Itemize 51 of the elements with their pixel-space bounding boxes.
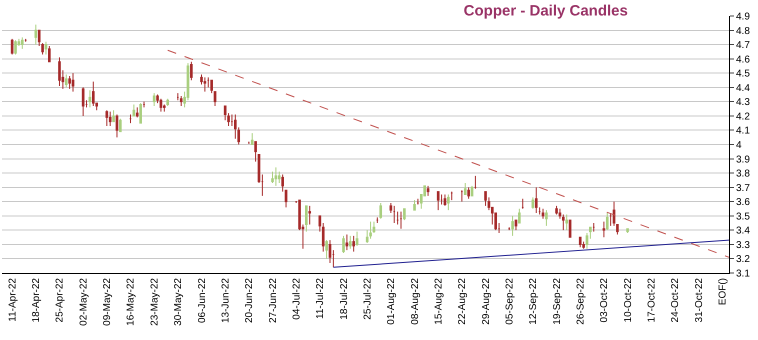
- x-tick-label: 15-Aug-22: [433, 278, 444, 325]
- y-tick-label: 3.6: [736, 197, 750, 208]
- x-tick-label: EOF(): [717, 278, 728, 306]
- y-tick-label: 4.5: [736, 68, 750, 80]
- y-tick-label: 4.2: [736, 111, 750, 122]
- y-tick-label: 3.8: [736, 168, 750, 180]
- y-tick-label: 4.7: [736, 40, 750, 52]
- x-tick-label: 18-Apr-22: [31, 278, 42, 322]
- y-tick-label: 3.3: [736, 240, 750, 251]
- x-tick-label: 24-Oct-22: [670, 278, 682, 322]
- y-tick-label: 4.9: [736, 12, 750, 22]
- x-tick-label: 10-Oct-22: [622, 278, 634, 322]
- x-tick-label: 09-May-22: [102, 278, 114, 326]
- x-tick-label: 11-Apr-22: [7, 278, 18, 322]
- y-tick-label: 3.7: [736, 182, 750, 194]
- x-tick-label: 12-Sep-22: [528, 278, 540, 325]
- x-tick-label: 22-Aug-22: [457, 278, 468, 325]
- x-tick-label: 19-Sep-22: [552, 278, 563, 325]
- y-tick-label: 4.1: [736, 126, 750, 137]
- x-tick-label: 30-May-22: [173, 278, 184, 326]
- y-tick-label: 3.1: [736, 268, 750, 280]
- y-tick-label: 3.5: [736, 211, 750, 222]
- y-tick-label: 4: [736, 140, 742, 151]
- x-tick-label: 31-Oct-22: [694, 278, 705, 322]
- y-tick-label: 4.3: [736, 97, 750, 108]
- x-tick-label: 20-Jun-22: [244, 278, 256, 324]
- x-tick-label: 26-Sep-22: [575, 278, 586, 325]
- x-tick-label: 29-Aug-22: [480, 278, 492, 325]
- x-tick-label: 25-Jul-22: [362, 278, 374, 320]
- y-tick-label: 4.6: [736, 54, 750, 66]
- y-tick-label: 3.2: [736, 254, 750, 266]
- x-tick-label: 18-Jul-22: [338, 278, 350, 320]
- x-tick-label: 06-Jun-22: [196, 278, 208, 324]
- x-tick-label: 27-Jun-22: [268, 278, 279, 324]
- y-tick-label: 3.9: [736, 154, 750, 166]
- x-tick-label: 01-Aug-22: [386, 278, 398, 325]
- x-tick-label: 25-Apr-22: [54, 278, 66, 322]
- x-tick-label: 04-Jul-22: [291, 278, 302, 320]
- x-tick-label: 02-May-22: [78, 278, 90, 326]
- x-tick-label: 05-Sep-22: [504, 278, 516, 325]
- y-tick-label: 4.4: [736, 82, 750, 94]
- x-tick-label: 11-Jul-22: [315, 278, 326, 319]
- y-tick-label: 4.8: [736, 26, 750, 37]
- x-tick-label: 03-Oct-22: [599, 278, 610, 322]
- y-tick-label: 3.4: [736, 226, 750, 237]
- chart-title: Copper - Daily Candles: [464, 2, 628, 20]
- x-tick-label: 08-Aug-22: [410, 278, 421, 325]
- x-tick-label: 13-Jun-22: [220, 278, 232, 324]
- x-tick-label: 23-May-22: [149, 278, 160, 326]
- x-tick-label: 17-Oct-22: [646, 278, 658, 322]
- x-tick-label: 16-May-22: [126, 278, 137, 326]
